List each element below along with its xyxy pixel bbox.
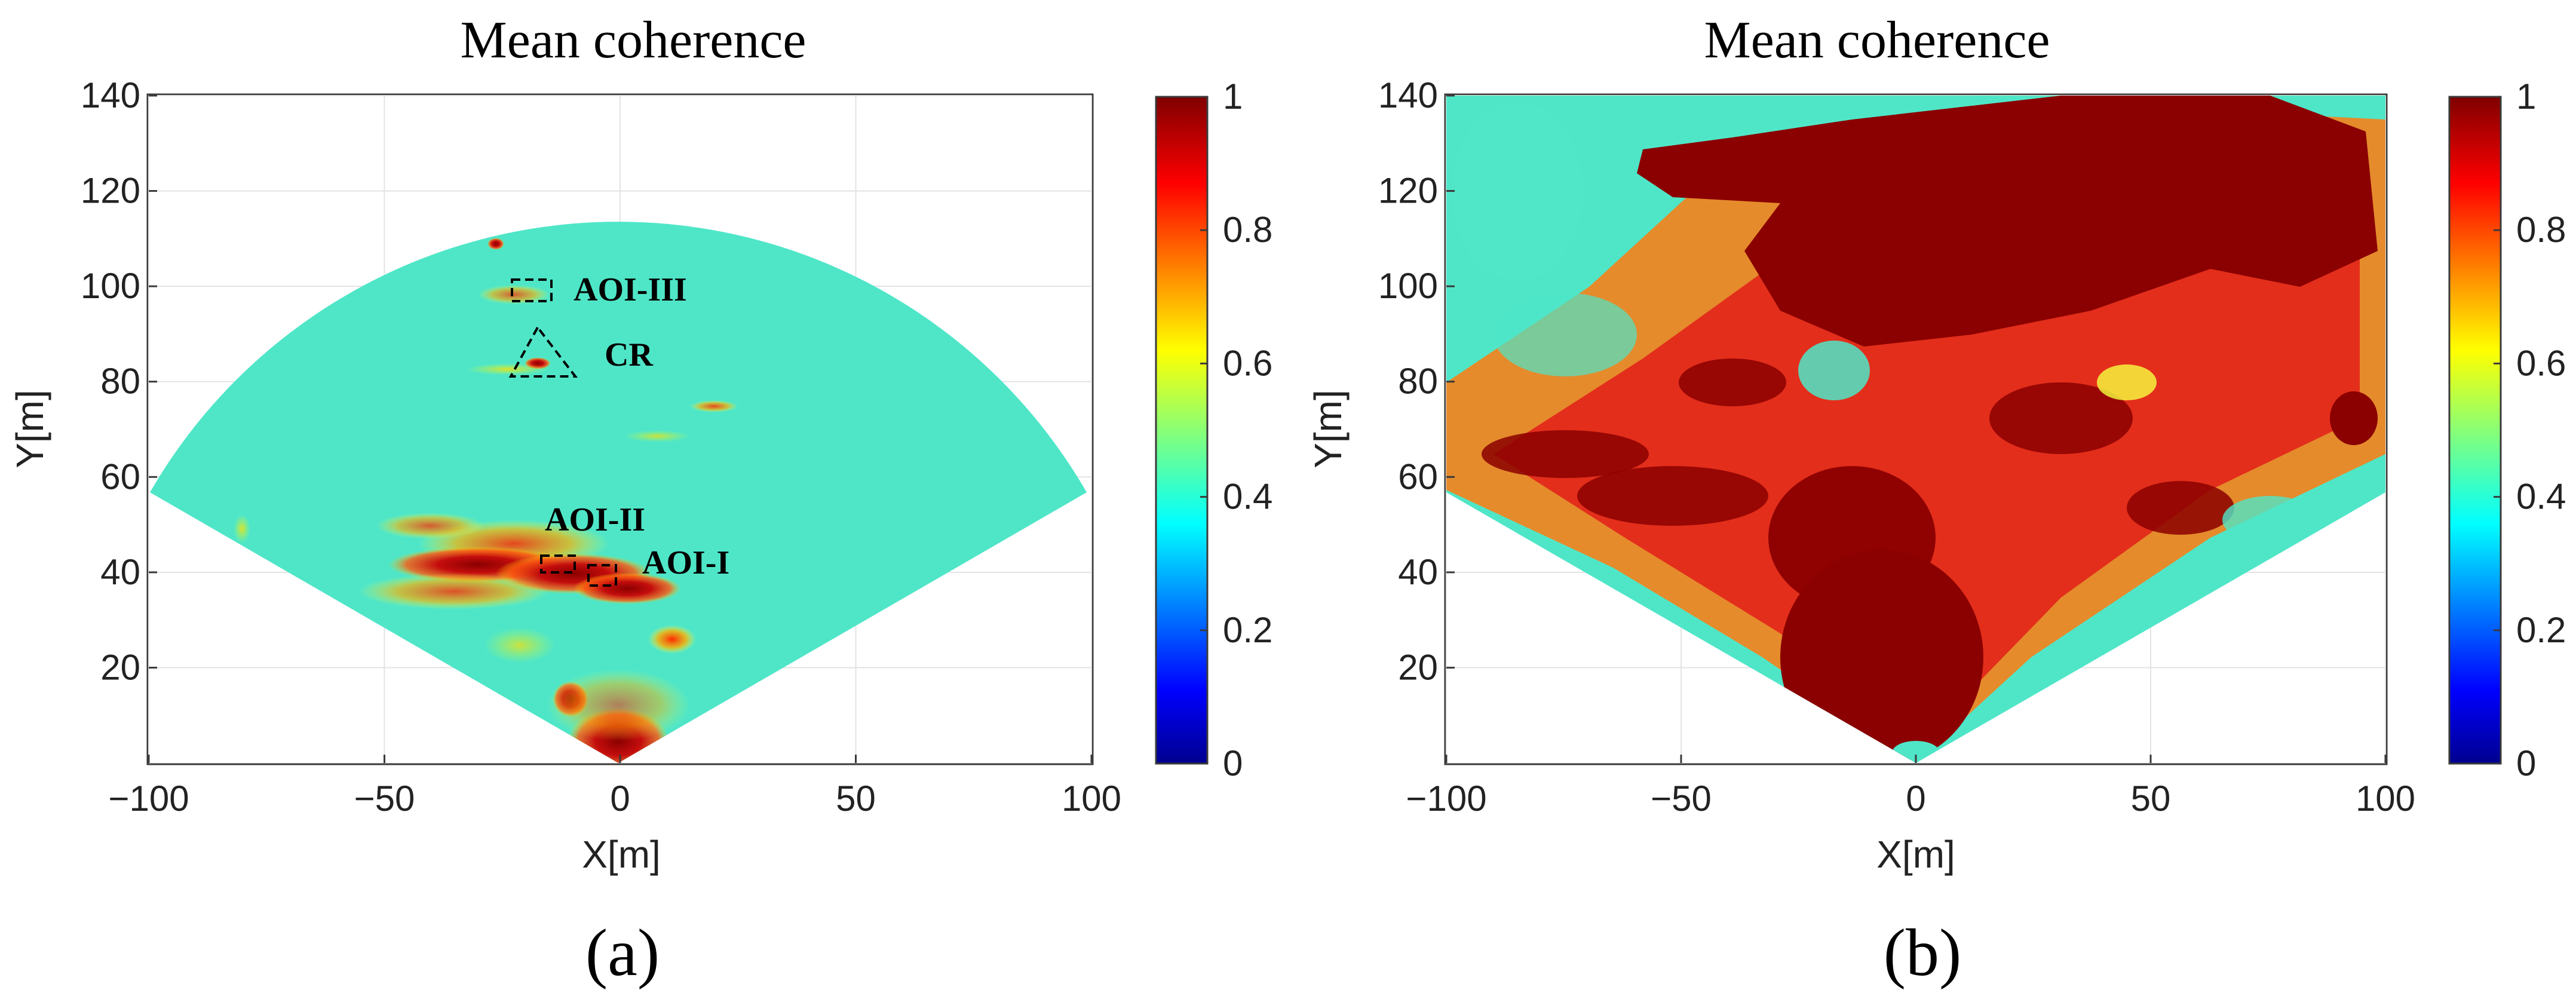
panel-b-dark-mid-left — [1679, 358, 1786, 406]
panel-a-colorbar-label: 1 — [1223, 76, 1243, 117]
panel-a-colorbar-label: 0 — [1223, 743, 1243, 783]
panel-b-xlabel: X[m] — [1876, 833, 1955, 876]
hotspot-a-top-left — [487, 238, 504, 250]
panel-b-colorbar-label: 0.6 — [2516, 343, 2566, 383]
hotspot-a-aoi3 — [478, 285, 550, 304]
hotspot-a-right-streak — [690, 400, 738, 412]
panel-a-xtick-label: −100 — [108, 779, 189, 819]
panel-b-colorbar-label: 1 — [2516, 76, 2536, 117]
panel-b-dark-left — [1482, 430, 1649, 478]
label-aoi3: AOI-III — [574, 271, 687, 308]
panel-a-colorbar: 0 0.2 0.4 0.6 0.8 1 — [1155, 76, 1272, 783]
panel-a-title: Mean coherence — [461, 11, 806, 69]
hotspot-a-mid-streak — [624, 430, 690, 442]
hotspot-a-small-left — [484, 627, 556, 663]
panel-a-colorbar-label: 0.8 — [1223, 210, 1272, 250]
panel-a-ytick-label: 80 — [100, 361, 140, 402]
panel-a-annotation-shapes — [508, 278, 617, 587]
panel-b-colorbar-label: 0.2 — [2516, 610, 2566, 650]
panel-a-xtick-label: 50 — [836, 779, 876, 819]
panel-b-teal-left — [1494, 293, 1637, 376]
panel-b-ytick-label: 140 — [1378, 75, 1438, 115]
panel-b-ytick-label: 60 — [1398, 456, 1438, 497]
panel-a-ytick-label: 120 — [81, 171, 140, 211]
panel-a-ytick-label: 60 — [100, 456, 140, 497]
panel-b-dark-right — [2127, 481, 2234, 535]
panel-a-xlabel: X[m] — [582, 833, 661, 876]
panel-a-ytick-label: 20 — [100, 647, 140, 687]
aoi1-box — [587, 564, 617, 587]
panel-a-colorbar-label: 0.6 — [1223, 343, 1272, 383]
panel-b-yellow-patch — [2097, 364, 2157, 400]
panel-b-ytick-label: 80 — [1398, 361, 1438, 402]
aoi3-box — [511, 278, 553, 302]
panel-b-dark-left-band — [1577, 466, 1768, 526]
panel-b-ylabel: Y[m] — [1307, 390, 1350, 468]
panel-b-colorbar-label: 0 — [2516, 743, 2536, 783]
panel-b-xtick-label: 50 — [2131, 779, 2171, 819]
cr-triangle — [508, 325, 578, 378]
panel-a-xtick-label: −50 — [354, 779, 415, 819]
panel-a-ytick-label: 100 — [81, 266, 140, 306]
panel-b-ticks: −100 −50 0 50 100 20 40 60 80 100 120 140 — [1378, 75, 2415, 819]
panel-a-ticks: −100 −50 0 50 100 20 40 60 80 100 120 140 — [81, 75, 1121, 819]
panel-b-ytick-label: 120 — [1378, 171, 1438, 211]
panel-a-ytick-label: 140 — [81, 75, 140, 115]
panel-b-ytick-label: 20 — [1398, 647, 1438, 687]
hotspot-a-edge — [234, 514, 250, 543]
panel-b-colorbar-ticks: 0 0.2 0.4 0.6 0.8 1 — [2494, 76, 2566, 783]
hotspot-a-lower-band — [358, 574, 550, 609]
panel-a-xtick-label: 0 — [610, 779, 630, 819]
panel-b-ytick-label: 100 — [1378, 266, 1438, 306]
panel-b-colorbar-label: 0.8 — [2516, 210, 2566, 250]
panel-b-teal-hole-1 — [1798, 341, 1870, 400]
panel-b-dark-center — [1768, 466, 1936, 609]
panel-a: Mean coherence — [8, 11, 1272, 990]
panel-b-ytick-label: 40 — [1398, 552, 1438, 592]
hotspot-a-cr-streak — [466, 363, 550, 375]
panel-a-colorbar-ramp — [1155, 96, 1209, 765]
panel-b: Mean coherence — [1307, 11, 2566, 990]
panel-a-xtick-label: 100 — [1062, 779, 1121, 819]
panel-a-colorbar-label: 0.4 — [1223, 477, 1272, 517]
panel-b-colorbar-ramp — [2448, 96, 2502, 765]
label-aoi2: AOI-II — [545, 501, 645, 538]
panel-a-colorbar-label: 0.2 — [1223, 610, 1272, 650]
panel-b-teal-hole-2 — [2222, 496, 2318, 544]
label-aoi1: AOI-I — [642, 544, 729, 581]
panel-b-plot-area — [1444, 93, 2388, 765]
panel-b-red-field — [1494, 155, 2360, 747]
panel-b-dark-edge — [2330, 391, 2378, 445]
panel-a-colorbar-ticks: 0 0.2 0.4 0.6 0.8 1 — [1200, 76, 1272, 783]
panel-b-colorbar: 0 0.2 0.4 0.6 0.8 1 — [2448, 76, 2566, 783]
panel-b-teal-corner — [1452, 102, 1583, 281]
hotspot-a-right — [574, 573, 681, 604]
label-cr: CR — [605, 336, 653, 373]
panel-b-heatmap — [1446, 96, 2385, 763]
panel-b-xtick-label: 100 — [2356, 779, 2415, 819]
panel-b-xtick-label: −50 — [1651, 779, 1712, 819]
panel-b-caption: (b) — [1884, 916, 1962, 990]
hotspot-a-small-right — [648, 625, 696, 654]
panel-a-plot-area: AOI-III CR AOI-II AOI-I — [146, 93, 1094, 765]
panel-b-xtick-label: −100 — [1406, 779, 1486, 819]
aoi2-box — [540, 554, 576, 574]
panel-a-ylabel: Y[m] — [8, 390, 51, 468]
hotspot-a-upper-band — [376, 513, 484, 539]
panel-b-dark-mid-right — [1989, 382, 2133, 454]
panel-b-title: Mean coherence — [1704, 11, 2050, 69]
panel-a-ytick-label: 40 — [100, 552, 140, 592]
hotspot-a-apex-halo — [547, 669, 690, 741]
panel-b-colorbar-label: 0.4 — [2516, 477, 2566, 517]
panel-a-caption: (a) — [585, 916, 660, 990]
panel-b-dark-upper — [1637, 96, 2378, 347]
panel-b-xtick-label: 0 — [1906, 779, 1925, 819]
